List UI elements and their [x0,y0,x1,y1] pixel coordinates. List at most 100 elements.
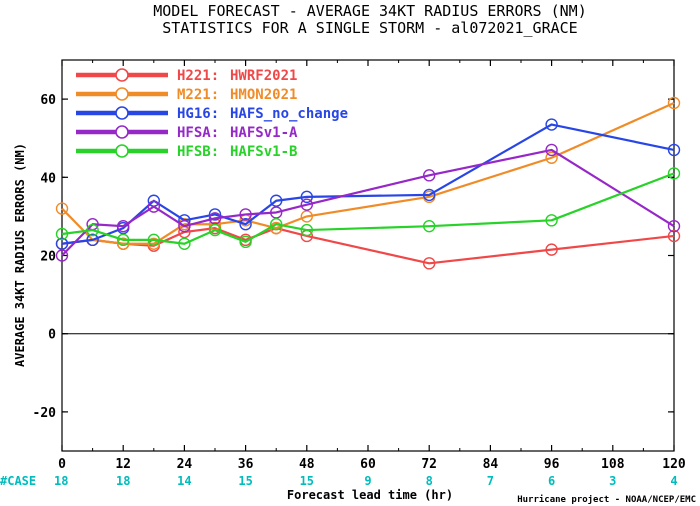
case-count: 7 [487,474,494,488]
legend-marker [115,68,129,82]
data-point [270,194,283,207]
data-point [86,233,99,247]
data-point [116,219,130,233]
series-line [61,172,675,245]
legend-marker [115,87,129,101]
y-tick-label: 40 [40,171,56,186]
data-point [239,218,252,231]
data-point [423,188,436,202]
data-point [667,167,681,180]
case-count: 8 [426,474,433,488]
data-point [116,233,130,247]
data-point [300,223,313,237]
x-tick-label: 24 [177,457,193,472]
legend-marker [115,106,129,120]
legend-label: HWRF2021 [230,68,297,84]
x-tick-label: 120 [662,457,686,472]
data-point [178,237,191,250]
case-count: 6 [548,474,555,488]
case-counts: #CASE 18 18 14 15 15 9 8 7 6 3 4 [0,474,678,488]
x-axis: 0 12 24 36 48 60 72 84 96 108 120 [58,60,686,472]
y-tick-label: 0 [48,328,56,343]
data-point [55,249,69,262]
data-point [55,202,69,215]
legend-label: HAFSv1-B [230,144,297,160]
data-point [667,229,681,243]
x-tick-label: 12 [115,457,131,472]
data-point [116,237,130,250]
data-point [270,206,283,219]
case-count: 18 [116,474,130,488]
data-point [423,219,436,233]
data-point [55,227,69,241]
y-tick-label: 60 [40,93,56,108]
data-point [86,223,99,237]
data-point [270,218,283,231]
data-point [147,200,161,213]
x-tick-label: 84 [483,457,499,472]
legend-code: HFSA: [177,125,219,141]
case-count: 15 [300,474,314,488]
x-tick-label: 0 [58,457,66,472]
plot-frame [61,59,675,452]
series-HMON2021 [55,96,681,250]
data-point [667,219,681,233]
legend-code: HFSB: [177,144,219,160]
legend-label: HMON2021 [230,87,297,103]
data-point [147,233,161,247]
case-count: 14 [177,474,191,488]
legend-label: HAFSv1-A [230,125,298,141]
legend: H221: HWRF2021 M221: HMON2021 HG16: HAFS_no_c… [76,68,348,160]
chart-subtitle: STATISTICS FOR A SINGLE STORM - al072021… [162,19,577,37]
data-point [423,169,436,182]
data-point [239,208,252,221]
data-point [545,143,558,157]
data-point [545,151,558,164]
case-row-label: #CASE [0,474,36,488]
series-HAFS_no_change [55,118,681,250]
data-point [545,118,558,131]
x-tick-label: 96 [544,457,560,472]
series-line [61,102,675,245]
legend-marker [115,144,129,158]
series-line [61,123,675,245]
case-count: 9 [364,474,371,488]
data-point [545,243,558,256]
series-HWRF2021 [55,221,681,270]
data-point [208,212,222,225]
legend-code: HG16: [177,106,219,122]
data-point [545,214,558,227]
data-point [239,235,252,249]
data-point [667,143,681,157]
legend-code: M221: [177,87,219,103]
data-point [300,190,313,204]
y-axis-label: AVERAGE 34KT RADIUS ERRORS (NM) [13,143,27,367]
x-tick-label: 72 [421,457,437,472]
x-tick-label: 36 [238,457,254,472]
x-tick-label: 60 [360,457,376,472]
legend-label: HAFS_no_change [230,106,348,122]
y-tick-label: -20 [33,406,57,421]
data-point [300,210,313,223]
case-count: 4 [670,474,677,488]
x-axis-label: Forecast lead time (hr) [287,488,453,502]
data-point [300,198,313,211]
x-tick-label: 108 [601,457,625,472]
case-count: 15 [238,474,252,488]
series-HAFSv1-A [55,143,681,262]
data-point [55,237,69,250]
data-point [423,257,436,270]
legend-marker [115,125,129,139]
data-point [208,223,222,237]
legend-code: H221: [177,68,219,84]
y-axis: -20 0 20 40 60 [33,93,674,421]
series-layer [55,96,681,270]
data-point [178,219,191,233]
chart-title: MODEL FORECAST - AVERAGE 34KT RADIUS ERR… [153,2,586,20]
data-point [208,208,222,221]
case-count: 18 [54,474,68,488]
data-point [667,96,681,110]
x-tick-label: 48 [299,457,315,472]
case-count: 3 [609,474,616,488]
